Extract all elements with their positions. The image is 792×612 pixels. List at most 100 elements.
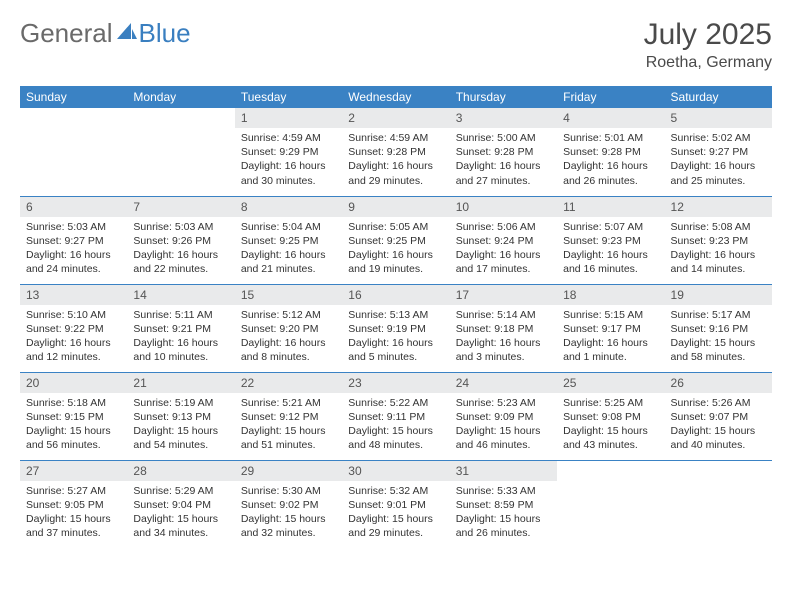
sunrise-line: Sunrise: 5:19 AM <box>133 396 228 410</box>
daylight-line: Daylight: 16 hours and 5 minutes. <box>348 336 443 364</box>
daylight-line: Daylight: 16 hours and 8 minutes. <box>241 336 336 364</box>
daylight-line: Daylight: 15 hours and 48 minutes. <box>348 424 443 452</box>
daylight-line: Daylight: 15 hours and 40 minutes. <box>671 424 766 452</box>
day-number: 27 <box>20 461 127 481</box>
day-details: Sunrise: 5:05 AMSunset: 9:25 PMDaylight:… <box>342 217 449 283</box>
month-title: July 2025 <box>644 18 772 52</box>
sunset-line: Sunset: 9:28 PM <box>456 145 551 159</box>
day-number: 21 <box>127 373 234 393</box>
week-row: 6Sunrise: 5:03 AMSunset: 9:27 PMDaylight… <box>20 196 772 284</box>
day-details: Sunrise: 5:08 AMSunset: 9:23 PMDaylight:… <box>665 217 772 283</box>
day-details: Sunrise: 5:30 AMSunset: 9:02 PMDaylight:… <box>235 481 342 547</box>
sunrise-line: Sunrise: 5:32 AM <box>348 484 443 498</box>
day-cell: 22Sunrise: 5:21 AMSunset: 9:12 PMDayligh… <box>235 372 342 460</box>
day-number: 16 <box>342 285 449 305</box>
day-number: 6 <box>20 197 127 217</box>
daylight-line: Daylight: 15 hours and 34 minutes. <box>133 512 228 540</box>
day-number: 15 <box>235 285 342 305</box>
day-cell: 23Sunrise: 5:22 AMSunset: 9:11 PMDayligh… <box>342 372 449 460</box>
sunset-line: Sunset: 9:27 PM <box>26 234 121 248</box>
daylight-line: Daylight: 16 hours and 26 minutes. <box>563 159 658 187</box>
sunrise-line: Sunrise: 5:11 AM <box>133 308 228 322</box>
day-number: 8 <box>235 197 342 217</box>
sunset-line: Sunset: 9:02 PM <box>241 498 336 512</box>
day-number: 9 <box>342 197 449 217</box>
day-cell: 10Sunrise: 5:06 AMSunset: 9:24 PMDayligh… <box>450 196 557 284</box>
day-header-tuesday: Tuesday <box>235 86 342 108</box>
daylight-line: Daylight: 16 hours and 12 minutes. <box>26 336 121 364</box>
daylight-line: Daylight: 16 hours and 17 minutes. <box>456 248 551 276</box>
day-details: Sunrise: 5:27 AMSunset: 9:05 PMDaylight:… <box>20 481 127 547</box>
day-cell: 11Sunrise: 5:07 AMSunset: 9:23 PMDayligh… <box>557 196 664 284</box>
week-row: 13Sunrise: 5:10 AMSunset: 9:22 PMDayligh… <box>20 284 772 372</box>
day-cell: 26Sunrise: 5:26 AMSunset: 9:07 PMDayligh… <box>665 372 772 460</box>
week-row: 1Sunrise: 4:59 AMSunset: 9:29 PMDaylight… <box>20 108 772 196</box>
day-header-row: SundayMondayTuesdayWednesdayThursdayFrid… <box>20 86 772 108</box>
day-header-sunday: Sunday <box>20 86 127 108</box>
day-cell: 18Sunrise: 5:15 AMSunset: 9:17 PMDayligh… <box>557 284 664 372</box>
day-details: Sunrise: 5:32 AMSunset: 9:01 PMDaylight:… <box>342 481 449 547</box>
day-cell-empty <box>557 460 664 548</box>
sunrise-line: Sunrise: 5:03 AM <box>26 220 121 234</box>
day-cell: 28Sunrise: 5:29 AMSunset: 9:04 PMDayligh… <box>127 460 234 548</box>
day-cell: 7Sunrise: 5:03 AMSunset: 9:26 PMDaylight… <box>127 196 234 284</box>
day-cell: 9Sunrise: 5:05 AMSunset: 9:25 PMDaylight… <box>342 196 449 284</box>
daylight-line: Daylight: 16 hours and 29 minutes. <box>348 159 443 187</box>
location-label: Roetha, Germany <box>644 54 772 72</box>
sunset-line: Sunset: 9:11 PM <box>348 410 443 424</box>
day-header-friday: Friday <box>557 86 664 108</box>
day-details: Sunrise: 5:07 AMSunset: 9:23 PMDaylight:… <box>557 217 664 283</box>
title-block: July 2025 Roetha, Germany <box>644 18 772 72</box>
day-details: Sunrise: 5:12 AMSunset: 9:20 PMDaylight:… <box>235 305 342 371</box>
day-details: Sunrise: 5:26 AMSunset: 9:07 PMDaylight:… <box>665 393 772 459</box>
day-cell: 27Sunrise: 5:27 AMSunset: 9:05 PMDayligh… <box>20 460 127 548</box>
sunset-line: Sunset: 9:25 PM <box>348 234 443 248</box>
sunrise-line: Sunrise: 5:18 AM <box>26 396 121 410</box>
daylight-line: Daylight: 15 hours and 54 minutes. <box>133 424 228 452</box>
sunset-line: Sunset: 9:04 PM <box>133 498 228 512</box>
sunrise-line: Sunrise: 5:03 AM <box>133 220 228 234</box>
day-number: 14 <box>127 285 234 305</box>
day-cell: 19Sunrise: 5:17 AMSunset: 9:16 PMDayligh… <box>665 284 772 372</box>
daylight-line: Daylight: 16 hours and 19 minutes. <box>348 248 443 276</box>
day-details: Sunrise: 5:04 AMSunset: 9:25 PMDaylight:… <box>235 217 342 283</box>
sunrise-line: Sunrise: 5:27 AM <box>26 484 121 498</box>
day-number: 5 <box>665 108 772 128</box>
sunset-line: Sunset: 9:29 PM <box>241 145 336 159</box>
day-cell: 24Sunrise: 5:23 AMSunset: 9:09 PMDayligh… <box>450 372 557 460</box>
sunset-line: Sunset: 9:23 PM <box>563 234 658 248</box>
day-number: 24 <box>450 373 557 393</box>
sunset-line: Sunset: 9:28 PM <box>348 145 443 159</box>
day-number: 10 <box>450 197 557 217</box>
day-details: Sunrise: 5:02 AMSunset: 9:27 PMDaylight:… <box>665 128 772 194</box>
sunrise-line: Sunrise: 5:15 AM <box>563 308 658 322</box>
sunrise-line: Sunrise: 5:17 AM <box>671 308 766 322</box>
daylight-line: Daylight: 16 hours and 30 minutes. <box>241 159 336 187</box>
sunset-line: Sunset: 9:17 PM <box>563 322 658 336</box>
day-number: 20 <box>20 373 127 393</box>
day-cell-empty <box>127 108 234 196</box>
sunrise-line: Sunrise: 5:26 AM <box>671 396 766 410</box>
sunset-line: Sunset: 9:23 PM <box>671 234 766 248</box>
sunrise-line: Sunrise: 5:14 AM <box>456 308 551 322</box>
daylight-line: Daylight: 16 hours and 3 minutes. <box>456 336 551 364</box>
daylight-line: Daylight: 15 hours and 51 minutes. <box>241 424 336 452</box>
daylight-line: Daylight: 16 hours and 27 minutes. <box>456 159 551 187</box>
day-cell: 1Sunrise: 4:59 AMSunset: 9:29 PMDaylight… <box>235 108 342 196</box>
day-cell: 17Sunrise: 5:14 AMSunset: 9:18 PMDayligh… <box>450 284 557 372</box>
sunset-line: Sunset: 9:21 PM <box>133 322 228 336</box>
daylight-line: Daylight: 15 hours and 46 minutes. <box>456 424 551 452</box>
sunset-line: Sunset: 9:18 PM <box>456 322 551 336</box>
daylight-line: Daylight: 15 hours and 37 minutes. <box>26 512 121 540</box>
day-number: 22 <box>235 373 342 393</box>
day-number: 26 <box>665 373 772 393</box>
sunrise-line: Sunrise: 5:04 AM <box>241 220 336 234</box>
day-cell: 2Sunrise: 4:59 AMSunset: 9:28 PMDaylight… <box>342 108 449 196</box>
sunset-line: Sunset: 9:26 PM <box>133 234 228 248</box>
logo: General Blue <box>20 18 191 49</box>
daylight-line: Daylight: 15 hours and 43 minutes. <box>563 424 658 452</box>
day-details: Sunrise: 5:11 AMSunset: 9:21 PMDaylight:… <box>127 305 234 371</box>
day-number: 13 <box>20 285 127 305</box>
day-details: Sunrise: 5:18 AMSunset: 9:15 PMDaylight:… <box>20 393 127 459</box>
day-cell-empty <box>20 108 127 196</box>
